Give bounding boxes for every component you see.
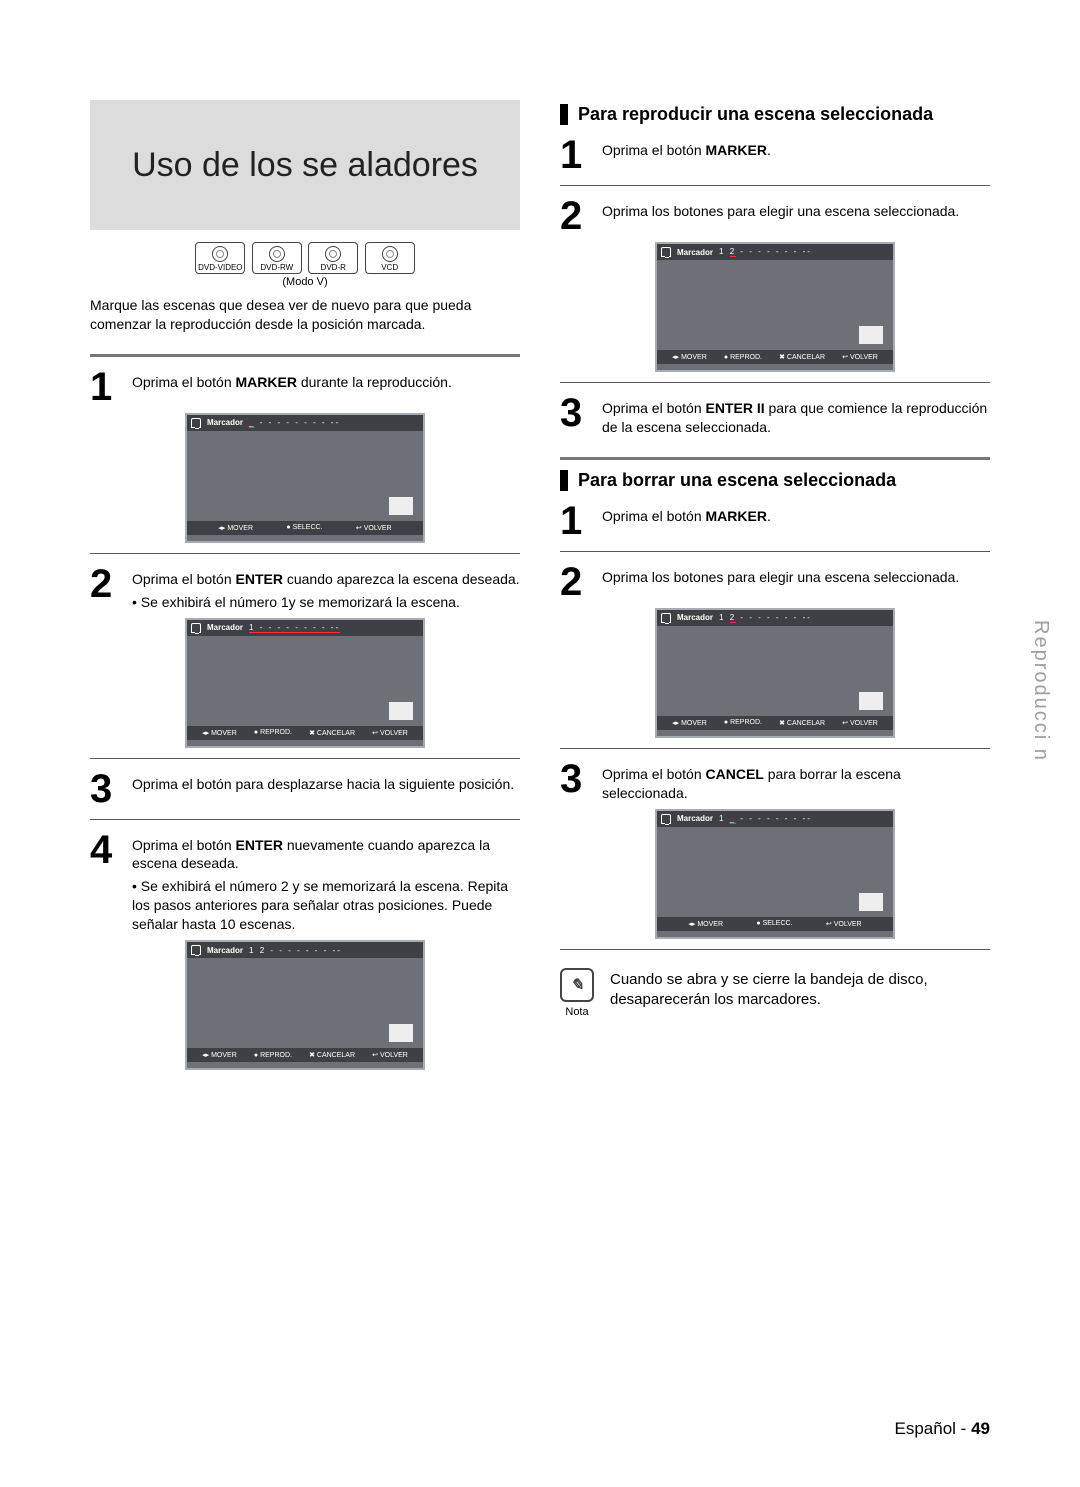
step-text: Oprima el botón MARKER durante la reprod…: [132, 367, 452, 392]
osd-slots: 1 - - - - - - - - --: [249, 623, 340, 633]
step-number: 3: [560, 759, 592, 799]
play-step-2: 2 Oprima los botones para elegir una esc…: [560, 196, 990, 236]
bookmark-icon: [661, 814, 671, 824]
step-text: Oprima el botón para desplazarse hacia l…: [132, 769, 514, 794]
step-3: 3 Oprima el botón para desplazarse hacia…: [90, 769, 520, 809]
disc-badge: DVD-RW: [252, 242, 302, 274]
divider: [90, 553, 520, 554]
step-number: 3: [90, 769, 122, 809]
osd-screenshot: Marcador 1 - - - - - - - - -- ◂▸ MOVER ●…: [185, 618, 425, 748]
note-text: Cuando se abra y se cierre la bandeja de…: [610, 968, 990, 1011]
step-text: Oprima los botones para elegir una escen…: [602, 196, 959, 221]
mode-label: (Modo V): [90, 276, 520, 288]
page: Uso de los se aladores DVD-VIDEO DVD-RW …: [0, 0, 1080, 1487]
divider: [560, 551, 990, 552]
bookmark-icon: [661, 247, 671, 257]
step-text: Oprima el botón ENTER nuevamente cuando …: [132, 830, 520, 934]
osd-screenshot: Marcador 1 2 - - - - - - - -- ◂▸ MOVER ●…: [655, 242, 895, 372]
note-label: Nota: [560, 1006, 594, 1018]
disc-badge: DVD-VIDEO: [195, 242, 245, 274]
step-text: Oprima el botón ENTER cuando aparezca la…: [132, 564, 520, 612]
step-number: 1: [560, 135, 592, 175]
step-text: Oprima el botón CANCEL para borrar la es…: [602, 759, 990, 803]
step-number: 2: [560, 562, 592, 602]
step-text: Oprima el botón ENTER II para que comien…: [602, 393, 990, 437]
section-heading-delete: Para borrar una escena seleccionada: [560, 470, 990, 491]
right-column: Para reproducir una escena seleccionada …: [560, 100, 990, 1427]
del-step-1: 1 Oprima el botón MARKER.: [560, 501, 990, 541]
divider: [560, 185, 990, 186]
disc-badges: DVD-VIDEO DVD-RW DVD-R VCD: [90, 242, 520, 274]
disc-badge: DVD-R: [308, 242, 358, 274]
osd-slots: 1 _ - - - - - - - --: [719, 814, 812, 824]
play-step-1: 1 Oprima el botón MARKER.: [560, 135, 990, 175]
osd-screenshot: Marcador 1 2 - - - - - - - -- ◂▸ MOVER ●…: [655, 608, 895, 738]
osd-slots: - - - - - - - - --: [260, 418, 340, 427]
osd-screenshot: Marcador 1 _ - - - - - - - -- ◂▸ MOVER ●…: [655, 809, 895, 939]
step-number: 1: [90, 367, 122, 407]
step-text: Oprima el botón MARKER.: [602, 135, 771, 160]
osd-slots: 1 2 - - - - - - - --: [719, 247, 812, 257]
divider: [560, 382, 990, 383]
step-text: Oprima el botón MARKER.: [602, 501, 771, 526]
step-number: 2: [90, 564, 122, 604]
page-title: Uso de los se aladores: [90, 100, 520, 230]
divider: [90, 819, 520, 820]
osd-slots: 1 2 - - - - - - - --: [249, 946, 342, 955]
osd-screenshot: Marcador 1 2 - - - - - - - -- ◂▸ MOVER ●…: [185, 940, 425, 1070]
page-footer: Español - 49: [895, 1419, 990, 1439]
side-tab: Reproducci n: [1029, 620, 1052, 762]
bookmark-icon: [191, 623, 201, 633]
note-icon: ✎: [560, 968, 594, 1002]
intro-text: Marque las escenas que desea ver de nuev…: [90, 296, 520, 334]
divider: [560, 949, 990, 950]
divider: [90, 354, 520, 357]
step-number: 4: [90, 830, 122, 870]
osd-slots: 1 2 - - - - - - - --: [719, 613, 812, 623]
step-2: 2 Oprima el botón ENTER cuando aparezca …: [90, 564, 520, 612]
left-column: Uso de los se aladores DVD-VIDEO DVD-RW …: [90, 100, 520, 1427]
note: ✎ Nota Cuando se abra y se cierre la ban…: [560, 968, 990, 1018]
play-step-3: 3 Oprima el botón ENTER II para que comi…: [560, 393, 990, 437]
osd-screenshot: Marcador _ - - - - - - - - -- ◂▸ MOVER ●…: [185, 413, 425, 543]
divider: [560, 748, 990, 749]
step-text: Oprima los botones para elegir una escen…: [602, 562, 959, 587]
disc-badge: VCD: [365, 242, 415, 274]
bookmark-icon: [661, 613, 671, 623]
bookmark-icon: [191, 418, 201, 428]
step-4: 4 Oprima el botón ENTER nuevamente cuand…: [90, 830, 520, 934]
del-step-2: 2 Oprima los botones para elegir una esc…: [560, 562, 990, 602]
step-number: 1: [560, 501, 592, 541]
step-number: 3: [560, 393, 592, 433]
divider: [90, 758, 520, 759]
section-heading-play: Para reproducir una escena seleccionada: [560, 104, 990, 125]
step-1: 1 Oprima el botón MARKER durante la repr…: [90, 367, 520, 407]
del-step-3: 3 Oprima el botón CANCEL para borrar la …: [560, 759, 990, 803]
divider: [560, 457, 990, 460]
bookmark-icon: [191, 945, 201, 955]
step-number: 2: [560, 196, 592, 236]
